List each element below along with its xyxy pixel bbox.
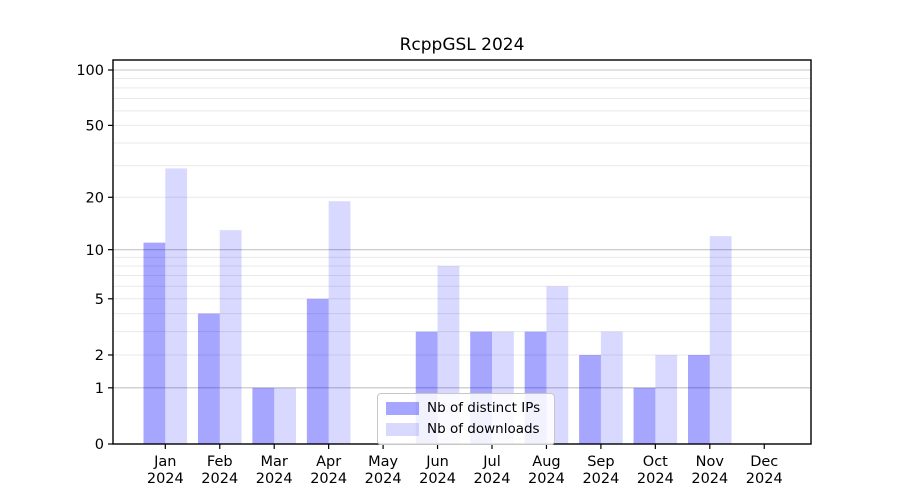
bar-ips-jan — [143, 242, 166, 444]
x-tick-label-year: 2024 — [746, 471, 783, 487]
legend-item-downloads: Nb of downloads — [386, 421, 544, 437]
bar-ips-mar — [252, 387, 275, 444]
x-tick-label-year: 2024 — [365, 471, 402, 487]
x-tick-label-month: Feb — [207, 454, 233, 470]
bar-ips-apr — [306, 298, 329, 444]
y-tick-label: 5 — [95, 292, 104, 308]
bar-ips-oct — [633, 387, 656, 444]
y-tick-label: 100 — [76, 63, 104, 79]
x-tick-label-month: Jan — [153, 454, 176, 470]
x-tick-label-year: 2024 — [637, 471, 674, 487]
y-tick-label: 10 — [86, 243, 104, 259]
x-tick-label-year: 2024 — [691, 471, 728, 487]
bar-ips-nov — [688, 354, 710, 444]
x-tick-label-year: 2024 — [528, 471, 565, 487]
x-tick-label-month: Sep — [587, 454, 614, 470]
bar-ips-feb — [197, 313, 220, 444]
x-tick-label-month: May — [368, 454, 398, 470]
legend-label-distinct-ips: Nb of distinct IPs — [427, 400, 541, 416]
y-tick-label: 20 — [86, 190, 104, 206]
legend-swatch-downloads — [386, 422, 419, 436]
x-tick-label-month: Apr — [316, 454, 341, 470]
x-tick-label-month: Jul — [482, 454, 501, 470]
y-tick-label: 1 — [95, 381, 104, 397]
legend-box: Nb of distinct IPs Nb of downloads — [377, 393, 556, 445]
legend-swatch-distinct-ips — [386, 401, 419, 415]
x-tick-label-month: Nov — [696, 454, 725, 470]
x-tick-label-month: Aug — [532, 454, 560, 470]
legend-item-distinct-ips: Nb of distinct IPs — [386, 400, 544, 416]
x-tick-label-month: Jun — [425, 454, 449, 470]
y-tick-label: 2 — [95, 348, 104, 364]
x-tick-label-month: Oct — [643, 454, 668, 470]
chart-title: RcppGSL 2024 — [399, 35, 525, 55]
x-tick-label-year: 2024 — [256, 471, 293, 487]
bar-downloads-nov — [709, 236, 732, 444]
x-tick-label-year: 2024 — [419, 471, 456, 487]
x-tick-label-year: 2024 — [474, 471, 511, 487]
y-tick-label: 50 — [86, 118, 104, 134]
bar-downloads-feb — [219, 230, 242, 444]
y-tick-label: 0 — [95, 437, 104, 453]
x-tick-label-month: Mar — [261, 454, 288, 470]
x-tick-label-year: 2024 — [310, 471, 347, 487]
bar-ips-sep — [579, 354, 601, 444]
bar-downloads-mar — [274, 387, 296, 444]
bar-downloads-oct — [655, 354, 678, 444]
x-tick-label-year: 2024 — [147, 471, 184, 487]
x-tick-label-year: 2024 — [582, 471, 619, 487]
bar-downloads-apr — [328, 201, 351, 444]
bar-downloads-sep — [600, 331, 623, 444]
x-tick-label-month: Dec — [750, 454, 778, 470]
bar-downloads-jan — [165, 168, 188, 444]
x-tick-label-year: 2024 — [201, 471, 238, 487]
legend-label-downloads: Nb of downloads — [427, 421, 540, 437]
